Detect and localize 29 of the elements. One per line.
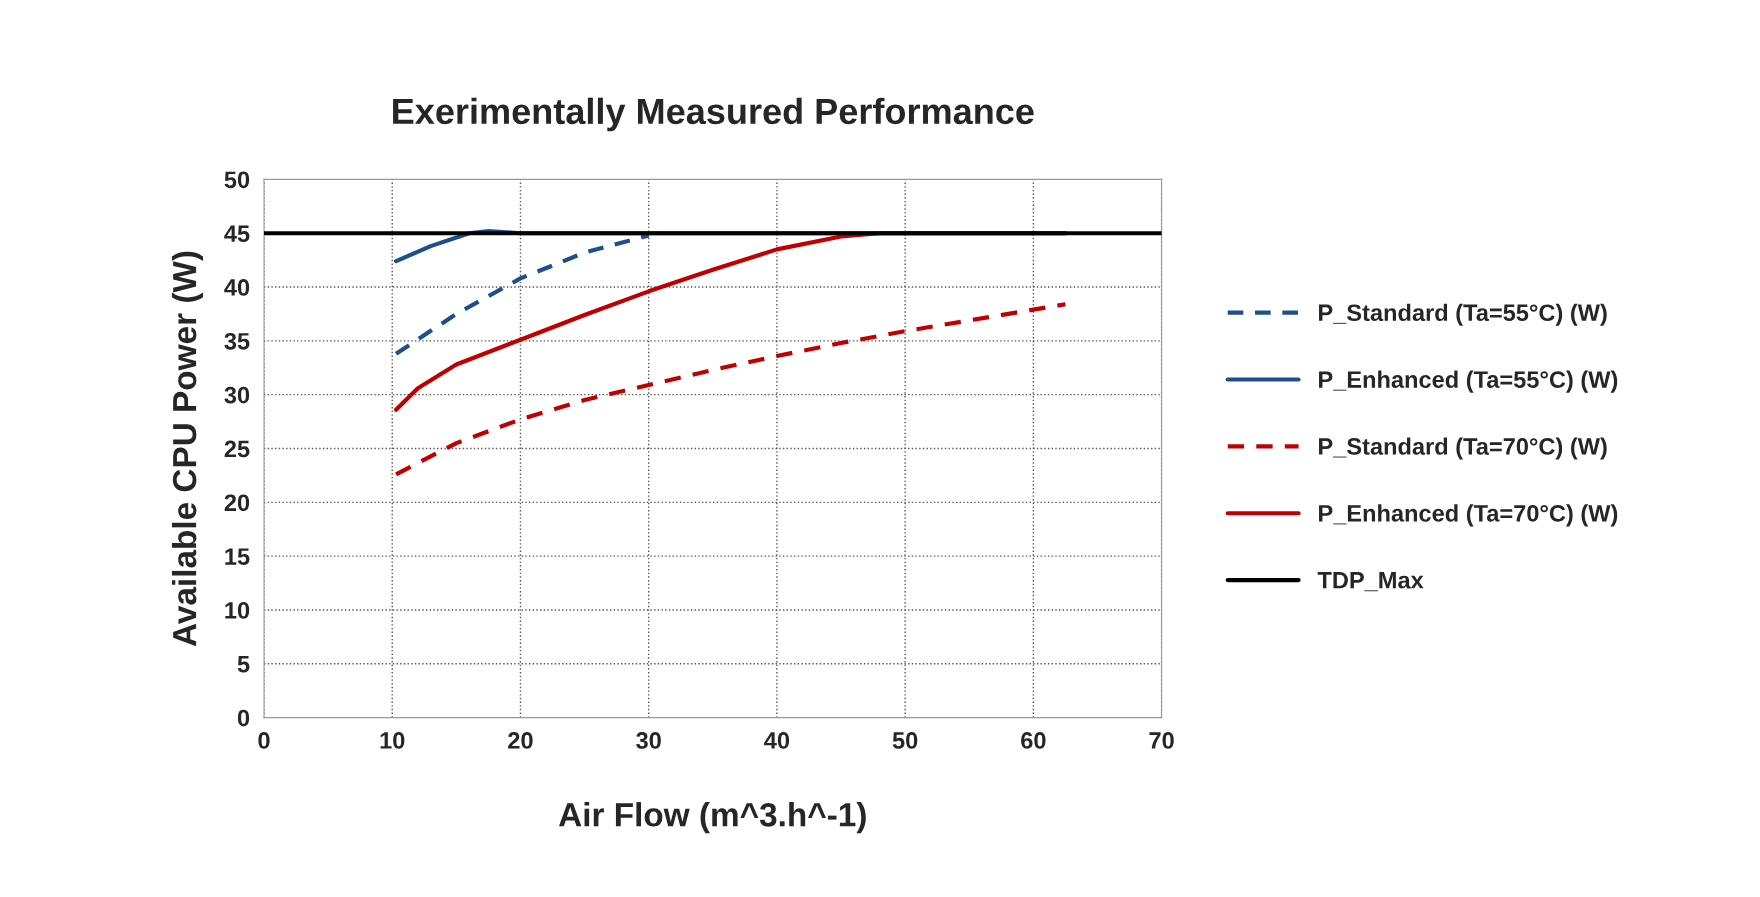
y-tick-label: 20	[224, 494, 250, 512]
y-tick-label: 10	[225, 602, 250, 619]
x-tick-label: 10	[380, 732, 405, 749]
x-tick-label: 40	[764, 732, 790, 749]
legend-label: P_Standard (Ta=55°C) (W)	[1319, 303, 1607, 326]
x-axis-title: Air Flow (m^3.h^-1)	[558, 802, 866, 834]
x-tick-label: 0	[258, 732, 270, 749]
legend-label: P_Enhanced (Ta=70°C) (W)	[1319, 504, 1618, 527]
line-series	[393, 233, 651, 356]
line-series	[393, 302, 1068, 477]
y-tick-label: 0	[237, 709, 250, 727]
legend-label: TDP_Max	[1317, 572, 1424, 592]
y-tick-label: 40	[224, 279, 250, 296]
y-tick-label: 25	[224, 440, 250, 458]
chart-title: Exerimentally Measured Performance	[393, 97, 1034, 132]
legend-label: P_Standard (Ta=70°C) (W)	[1319, 437, 1607, 460]
x-tick-label: 70	[1149, 732, 1174, 749]
y-tick-label: 50	[224, 171, 250, 189]
y-tick-label: 45	[224, 225, 250, 243]
x-tick-label: 50	[892, 732, 918, 749]
legend-label: P_Enhanced (Ta=55°C) (W)	[1319, 370, 1618, 393]
y-tick-label: 15	[225, 548, 250, 565]
x-tick-label: 20	[508, 732, 533, 749]
y-tick-label: 30	[224, 386, 250, 404]
y-axis-title: Available CPU Power (W)	[171, 251, 204, 647]
y-tick-label: 5	[237, 656, 250, 673]
x-tick-label: 60	[1021, 732, 1046, 749]
x-tick-label: 30	[636, 732, 661, 749]
y-tick-label: 35	[224, 332, 250, 350]
